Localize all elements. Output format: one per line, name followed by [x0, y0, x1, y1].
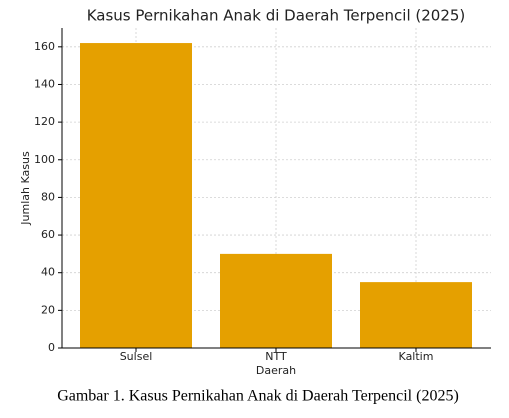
- y-tick-label: 140: [34, 77, 55, 90]
- y-axis-label: Jumlah Kasus: [19, 151, 32, 226]
- y-tick-label: 80: [41, 190, 55, 203]
- y-tick-label: 0: [48, 341, 55, 354]
- x-axis-label: Daerah: [256, 364, 296, 377]
- x-tick-label: Sulsel: [120, 350, 153, 363]
- bar: [80, 43, 192, 348]
- chart-title: Kasus Pernikahan Anak di Daerah Terpenci…: [87, 7, 466, 25]
- bar: [360, 282, 472, 348]
- y-tick-label: 100: [34, 153, 55, 166]
- caption: Gambar 1. Kasus Pernikahan Anak di Daera…: [57, 388, 459, 405]
- y-tick-label: 20: [41, 303, 55, 316]
- y-tick-label: 40: [41, 266, 55, 279]
- y-tick-label: 160: [34, 40, 55, 53]
- x-tick-label: Kaltim: [399, 350, 434, 363]
- y-tick-label: 120: [34, 115, 55, 128]
- x-tick-label: NTT: [265, 350, 287, 363]
- y-tick-label: 60: [41, 228, 55, 241]
- bar: [220, 253, 332, 348]
